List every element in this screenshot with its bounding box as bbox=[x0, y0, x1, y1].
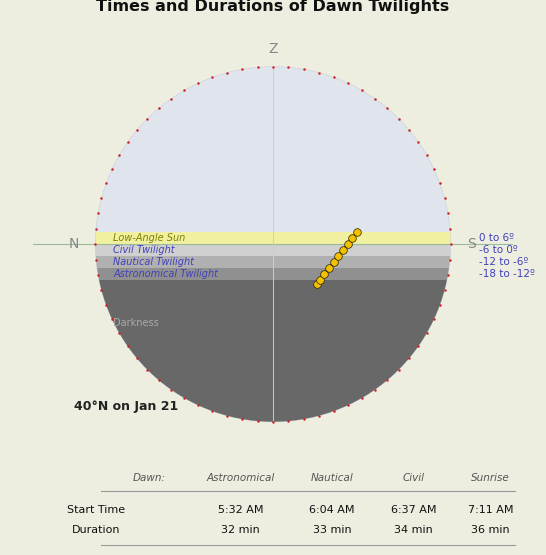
Text: 36 min: 36 min bbox=[471, 525, 510, 535]
Text: 32 min: 32 min bbox=[221, 525, 260, 535]
Text: Duration: Duration bbox=[72, 525, 121, 535]
Text: -18 to -12º: -18 to -12º bbox=[479, 269, 535, 279]
PathPatch shape bbox=[7, 233, 539, 244]
Text: 33 min: 33 min bbox=[313, 525, 351, 535]
Text: 40°N on Jan 21: 40°N on Jan 21 bbox=[74, 400, 179, 413]
Text: 7:11 AM: 7:11 AM bbox=[468, 506, 513, 516]
Text: S: S bbox=[467, 237, 476, 251]
Text: 34 min: 34 min bbox=[394, 525, 433, 535]
Text: Sunrise: Sunrise bbox=[471, 473, 510, 483]
Text: Dawn:: Dawn: bbox=[133, 473, 166, 483]
Circle shape bbox=[96, 67, 450, 422]
Text: 6:37 AM: 6:37 AM bbox=[391, 506, 436, 516]
Text: N: N bbox=[69, 237, 79, 251]
Text: Nautical: Nautical bbox=[311, 473, 353, 483]
Text: Civil: Civil bbox=[402, 473, 425, 483]
Text: Start Time: Start Time bbox=[68, 506, 126, 516]
Text: 6:04 AM: 6:04 AM bbox=[309, 506, 355, 516]
Text: Astronomical: Astronomical bbox=[206, 473, 275, 483]
Text: 0 to 6º: 0 to 6º bbox=[479, 233, 514, 243]
PathPatch shape bbox=[7, 233, 539, 244]
PathPatch shape bbox=[7, 244, 539, 256]
PathPatch shape bbox=[7, 58, 539, 244]
Title: Times and Durations of Dawn Twilights: Times and Durations of Dawn Twilights bbox=[97, 0, 449, 14]
Text: -6 to 0º: -6 to 0º bbox=[479, 245, 518, 255]
Text: Civil Twilight: Civil Twilight bbox=[113, 245, 175, 255]
Text: Astronomical Twilight: Astronomical Twilight bbox=[113, 269, 218, 279]
Text: -12 to -6º: -12 to -6º bbox=[479, 257, 529, 267]
Text: Darkness: Darkness bbox=[113, 318, 159, 328]
Text: 5:32 AM: 5:32 AM bbox=[218, 506, 263, 516]
PathPatch shape bbox=[7, 256, 539, 268]
Text: Low-Angle Sun: Low-Angle Sun bbox=[113, 233, 186, 243]
PathPatch shape bbox=[7, 280, 539, 422]
PathPatch shape bbox=[7, 268, 539, 280]
Text: Z: Z bbox=[268, 42, 278, 56]
Text: Nautical Twilight: Nautical Twilight bbox=[113, 257, 194, 267]
